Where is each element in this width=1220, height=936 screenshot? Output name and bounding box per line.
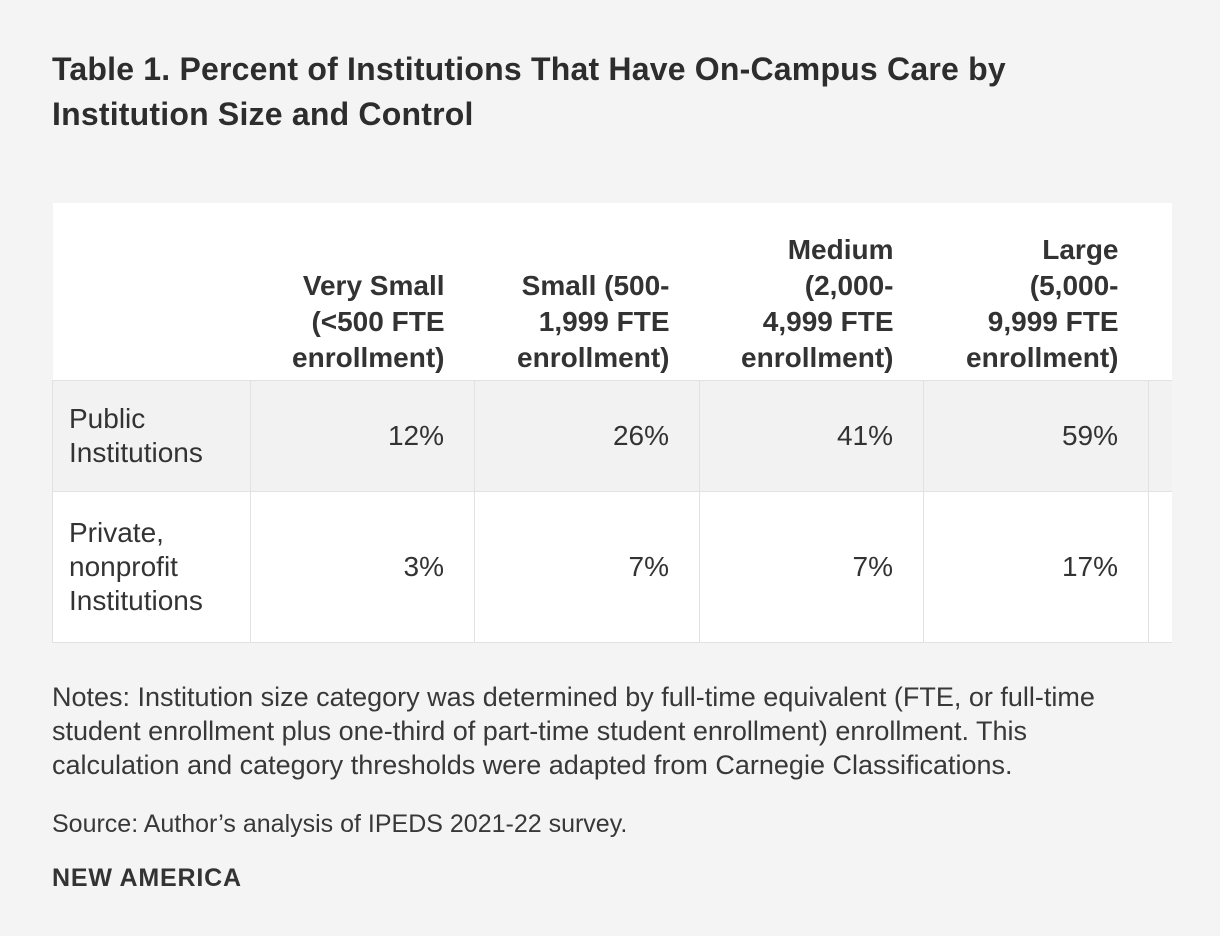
value-private-very-small: 3% (250, 490, 475, 643)
column-header-medium: Medium (2,000- 4,999 FTE enrollment) (699, 203, 924, 381)
value-public-very-small: 12% (250, 379, 475, 492)
header-row: Very Small (<500 FTE enrollment) Small (… (52, 203, 1172, 381)
table-row-private-nonprofit: Private, nonprofit Institutions 3% 7% 7%… (52, 490, 1172, 643)
clipped-value-cell (1148, 490, 1172, 643)
notes-text: Notes: Institution size category was det… (52, 681, 1095, 780)
source-text: Source: Author’s analysis of IPEDS 2021-… (52, 809, 628, 838)
value-private-small: 7% (474, 490, 700, 643)
value-private-medium: 7% (699, 490, 924, 643)
data-table: Very Small (<500 FTE enrollment) Small (… (52, 203, 1172, 643)
clipped-value-cell (1148, 379, 1172, 492)
row-label-public: Public Institutions (52, 379, 251, 492)
corner-header-cell (52, 203, 251, 381)
page-title: Table 1. Percent of Institutions That Ha… (52, 51, 1006, 132)
column-header-very-small: Very Small (<500 FTE enrollment) (250, 203, 475, 381)
table-row-public: Public Institutions 12% 26% 41% 59% (52, 379, 1172, 492)
value-public-medium: 41% (699, 379, 924, 492)
clipped-column-header (1148, 203, 1172, 381)
value-public-small: 26% (474, 379, 700, 492)
publisher-wordmark: NEW AMERICA (52, 863, 242, 892)
column-header-large: Large (5,000- 9,999 FTE enrollment) (923, 203, 1149, 381)
value-public-large: 59% (923, 379, 1149, 492)
value-private-large: 17% (923, 490, 1149, 643)
row-label-private-nonprofit: Private, nonprofit Institutions (52, 490, 251, 643)
column-header-small: Small (500- 1,999 FTE enrollment) (474, 203, 700, 381)
